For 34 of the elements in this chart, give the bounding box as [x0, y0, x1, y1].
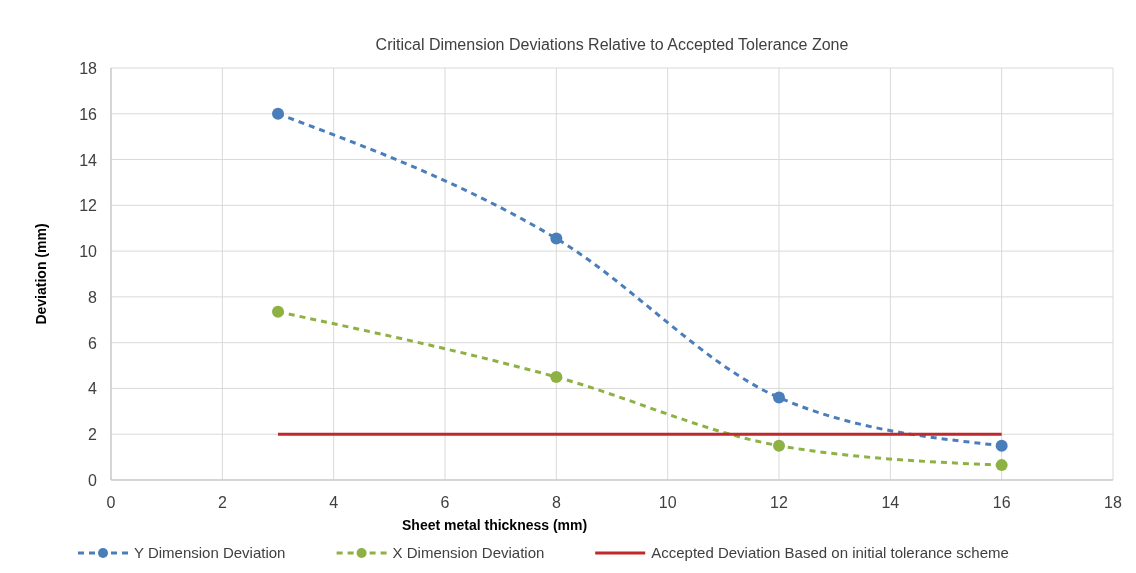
chart-title: Critical Dimension Deviations Relative to Accepted Tolerance Zone	[375, 36, 849, 53]
point	[550, 232, 563, 245]
x-tick-label: 14	[881, 494, 900, 511]
legend-label: X Dimension Deviation	[392, 544, 545, 561]
x-tick-label: 18	[1104, 494, 1122, 511]
point	[272, 305, 284, 318]
x-tick-label: 10	[658, 494, 677, 511]
point	[773, 391, 785, 404]
point	[995, 439, 1008, 452]
x-tick-label: 16	[992, 494, 1011, 511]
x-tick-label: 6	[440, 494, 450, 511]
y-tick-label: 2	[88, 426, 98, 444]
x-tick-label: 4	[329, 494, 339, 511]
x-tick-label: 0	[106, 494, 116, 511]
x-tick-label: 12	[770, 494, 788, 511]
y-tick-label: 8	[88, 288, 98, 306]
point	[550, 371, 563, 383]
x-axis-title: Sheet metal thickness (mm)	[402, 517, 588, 533]
point	[272, 107, 284, 120]
y-tick-label: 6	[88, 334, 98, 352]
y-axis-title: Deviation (mm)	[33, 223, 49, 325]
y-tick-label: 12	[79, 197, 98, 215]
legend-label: Accepted Deviation Based on initial tolerance scheme	[651, 544, 1009, 561]
y-tick-label: 4	[88, 380, 98, 398]
y-tick-label: 18	[79, 60, 98, 77]
x-tick-label: 8	[551, 494, 561, 511]
y-tick-label: 16	[79, 105, 98, 123]
y-tick-label: 10	[79, 243, 98, 261]
x-tick-label: 2	[217, 494, 227, 511]
y-tick-label: 14	[79, 151, 98, 169]
point	[995, 459, 1008, 472]
legend-label: Y Dimension Deviation	[134, 544, 286, 561]
point	[773, 439, 785, 452]
y-tick-label: 0	[88, 472, 98, 489]
